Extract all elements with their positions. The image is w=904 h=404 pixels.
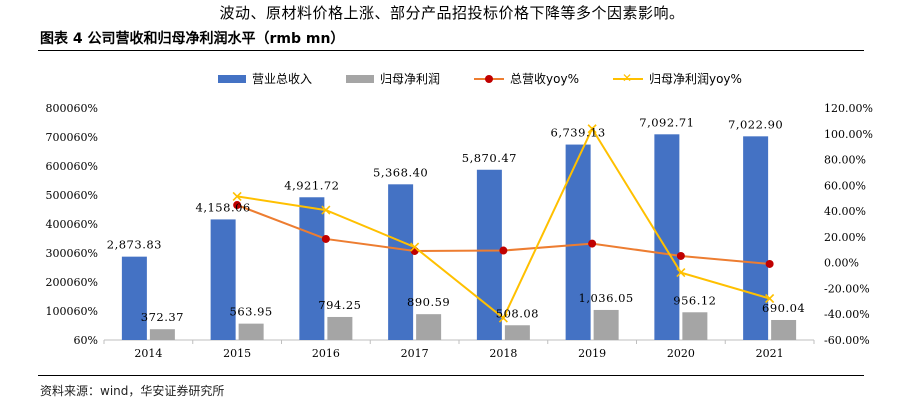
y-left-tick-label: 500060% [46, 189, 98, 202]
revenue-yoy-point [588, 239, 597, 248]
legend-swatch-profit [346, 74, 375, 83]
source-note: 资料来源：wind，华安证券研究所 [40, 384, 225, 398]
y-right-tick-label: 120.00% [824, 102, 873, 115]
profit-bar [327, 316, 353, 340]
profit-bar [771, 319, 797, 340]
y-right-tick-label: 40.00% [824, 205, 866, 218]
profit-yoy-marker-stroke [587, 124, 597, 134]
revenue-yoy-point [765, 259, 774, 268]
revenue-data-label: 7,092.71 [639, 115, 694, 129]
profit-bar [682, 312, 708, 340]
legend-label-revenue: 营业总收入 [252, 72, 313, 86]
profit-data-label: 794.25 [318, 298, 361, 312]
profit-yoy-point [321, 205, 331, 215]
revenue-yoy-point [321, 234, 330, 243]
legend-item-profit-yoy: ✕ 归母净利润yoy% [612, 70, 742, 87]
revenue-bar [299, 197, 325, 340]
legend-item-revenue-yoy: 总营收yoy% [474, 70, 579, 87]
profit-yoy-marker-stroke [765, 293, 775, 304]
profit-bar [416, 314, 442, 340]
profit-data-label: 956.12 [673, 293, 716, 307]
y-left-tick-label: 700060% [46, 131, 98, 144]
legend-label-profit: 归母净利润 [380, 72, 441, 86]
revenue-data-label: 4,158.06 [196, 200, 251, 214]
profit-data-label: 563.95 [230, 305, 273, 319]
revenue-bar [565, 144, 591, 340]
header-text: 波动、原材料价格上涨、部分产品招投标价格下降等多个因素影响。 [219, 4, 685, 22]
legend-item-profit: 归母净利润 [346, 70, 440, 87]
x-tick-label: 2014 [134, 347, 162, 360]
x-tick-label: 2015 [223, 347, 251, 360]
profit-data-label: 690.04 [762, 301, 805, 315]
profit-bar [149, 329, 175, 340]
profit-yoy-point [498, 313, 508, 323]
revenue-data-label: 2,873.83 [107, 238, 162, 252]
revenue-bar [476, 169, 502, 340]
revenue-bar [210, 219, 236, 340]
profit-data-label: 508.08 [496, 306, 539, 320]
profit-bar [238, 323, 264, 340]
y-left-tick-label: 300060% [46, 247, 98, 260]
y-right-tick-label: -60.00% [824, 334, 870, 347]
x-tick-label: 2020 [667, 347, 695, 360]
profit-yoy-marker-stroke [676, 268, 686, 278]
y-left-tick-label: 600060% [46, 160, 98, 173]
revenue-data-label: 4,921.72 [284, 178, 339, 192]
y-left-tick-label: 60% [74, 334, 98, 347]
profit-yoy-marker-stroke [410, 242, 420, 252]
y-right-tick-label: 0.00% [824, 257, 859, 270]
profit-bar [593, 309, 619, 340]
revenue-yoy-point [499, 246, 508, 255]
revenue-yoy-point [676, 251, 685, 260]
legend-item-revenue: 营业总收入 [218, 70, 312, 87]
revenue-bar [388, 184, 414, 340]
title-rule [38, 50, 864, 51]
profit-yoy-marker-stroke [232, 191, 242, 201]
profit-data-label: 1,036.05 [579, 291, 634, 305]
y-right-tick-label: -20.00% [824, 282, 870, 295]
revenue-data-label: 6,739.13 [551, 126, 606, 140]
revenue-bar [121, 256, 147, 340]
y-right-tick-label: 20.00% [824, 231, 866, 244]
legend-label-revenue-yoy: 总营收yoy% [510, 72, 579, 86]
profit-data-label: 372.37 [141, 310, 184, 324]
revenue-data-label: 7,022.90 [728, 117, 783, 131]
y-right-tick-label: 80.00% [824, 154, 866, 167]
profit-data-label: 890.59 [407, 295, 450, 309]
x-tick-label: 2021 [756, 347, 784, 360]
y-left-tick-label: 400060% [46, 218, 98, 231]
legend-swatch-profit-yoy: ✕ [612, 71, 643, 85]
profit-yoy-marker-stroke [498, 313, 508, 323]
profit-yoy-point [410, 242, 420, 252]
y-right-tick-label: 60.00% [824, 179, 866, 192]
profit-bar [504, 325, 530, 340]
profit-yoy-point [587, 124, 597, 134]
y-left-tick-label: 100060% [46, 305, 98, 318]
x-tick-label: 2016 [312, 347, 340, 360]
source-rule [38, 375, 864, 376]
profit-yoy-point [765, 293, 775, 304]
profit-yoy-point [676, 268, 686, 278]
y-right-tick-label: 100.00% [824, 128, 873, 141]
y-right-tick-label: -40.00% [824, 308, 870, 321]
y-left-tick-label: 200060% [46, 276, 98, 289]
x-tick-label: 2019 [578, 347, 606, 360]
x-tick-label: 2017 [401, 347, 429, 360]
revenue-bar [743, 136, 769, 340]
legend-swatch-revenue [218, 74, 246, 83]
figure-title: 图表 4 公司营收和归母净利润水平（rmb mn） [40, 31, 345, 47]
chart-legend: 营业总收入 归母净利润 总营收yoy% ✕ 归母净利润yoy% [218, 70, 742, 87]
x-tick-label: 2018 [489, 347, 517, 360]
legend-label-profit-yoy: 归母净利润yoy% [648, 72, 742, 86]
legend-swatch-revenue-yoy [474, 74, 505, 84]
revenue-yoy-point [233, 201, 242, 210]
profit-yoy-point [232, 191, 242, 201]
revenue-data-label: 5,870.47 [462, 151, 517, 165]
y-left-tick-label: 800060% [46, 102, 98, 115]
revenue-data-label: 5,368.40 [373, 165, 428, 179]
profit-yoy-marker-stroke [321, 205, 331, 215]
